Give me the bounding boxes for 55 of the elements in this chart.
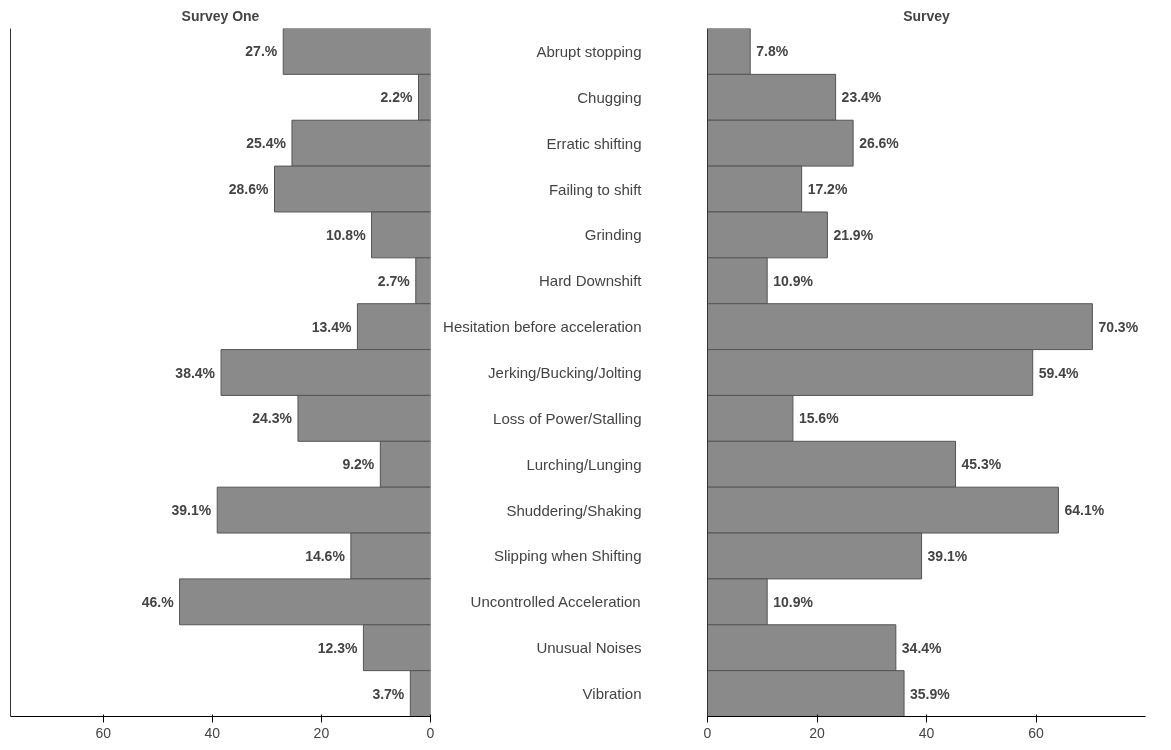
chart-title: Survey xyxy=(903,7,951,24)
data-label: 27.% xyxy=(245,43,278,60)
y-tick-label: Slipping when Shifting xyxy=(493,547,642,565)
data-label: 26.6% xyxy=(859,135,900,152)
y-tick-label: Hard Downshift xyxy=(538,272,643,290)
data-label: 28.6% xyxy=(228,181,270,198)
x-tick-label: 20 xyxy=(313,724,330,741)
data-label: 21.9% xyxy=(833,226,874,243)
data-label: 15.6% xyxy=(798,410,840,427)
data-label: 13.4% xyxy=(311,318,352,335)
data-label: 23.4% xyxy=(841,89,882,106)
data-label: 17.2% xyxy=(807,181,848,198)
data-label: 3.7% xyxy=(372,685,405,702)
x-tick-label: 40 xyxy=(204,724,221,741)
y-tick-label: Abrupt stopping xyxy=(536,42,642,60)
data-label: 10.9% xyxy=(773,272,814,289)
y-tick-label: Loss of Power/Stalling xyxy=(493,409,642,427)
data-label: 12.3% xyxy=(317,639,358,656)
x-tick-label: 40 xyxy=(918,724,935,741)
y-tick-label: Hesitation before acceleration xyxy=(443,318,642,336)
y-tick-label: Chugging xyxy=(577,88,642,106)
data-label: 64.1% xyxy=(1064,502,1105,519)
data-label: 39.1% xyxy=(171,502,212,519)
data-label: 45.3% xyxy=(961,456,1002,473)
data-label: 46.% xyxy=(141,593,175,610)
y-tick-label: Failing to shift xyxy=(548,180,643,198)
x-tick-label: 60 xyxy=(1028,724,1044,741)
x-tick-label: 0 xyxy=(703,724,712,741)
y-tick-label: Unusual Noises xyxy=(536,639,642,657)
data-label: 70.3% xyxy=(1098,318,1139,335)
data-label: 2.2% xyxy=(380,89,414,106)
data-label: 34.4% xyxy=(901,639,943,656)
y-tick-label: Uncontrolled Acceleration xyxy=(470,593,641,611)
chart-title: Survey One xyxy=(181,7,260,24)
y-tick-label: Jerking/Bucking/Jolting xyxy=(488,364,642,381)
data-label: 39.1% xyxy=(927,547,968,564)
y-tick-label: Erratic shifting xyxy=(546,134,642,152)
y-tick-label: Shuddering/Shaking xyxy=(506,501,642,519)
y-tick-label: Vibration xyxy=(582,685,642,703)
data-label: 9.2% xyxy=(342,456,375,473)
y-tick-label: Lurching/Lunging xyxy=(526,455,642,473)
data-label: 14.6% xyxy=(305,547,346,564)
data-label: 24.3% xyxy=(252,410,293,427)
x-tick-label: 20 xyxy=(809,724,825,741)
data-label: 10.9% xyxy=(773,593,814,610)
data-label: 59.4% xyxy=(1038,364,1079,381)
data-label: 10.8% xyxy=(325,226,367,243)
y-tick-label: Grinding xyxy=(584,226,642,244)
data-label: 25.4% xyxy=(246,135,287,152)
x-tick-label: 0 xyxy=(426,724,435,741)
x-tick-label: 60 xyxy=(95,724,112,741)
data-label: 35.9% xyxy=(910,685,951,702)
data-label: 38.4% xyxy=(175,364,216,381)
data-label: 2.7% xyxy=(377,272,411,289)
data-label: 7.8% xyxy=(756,43,789,60)
